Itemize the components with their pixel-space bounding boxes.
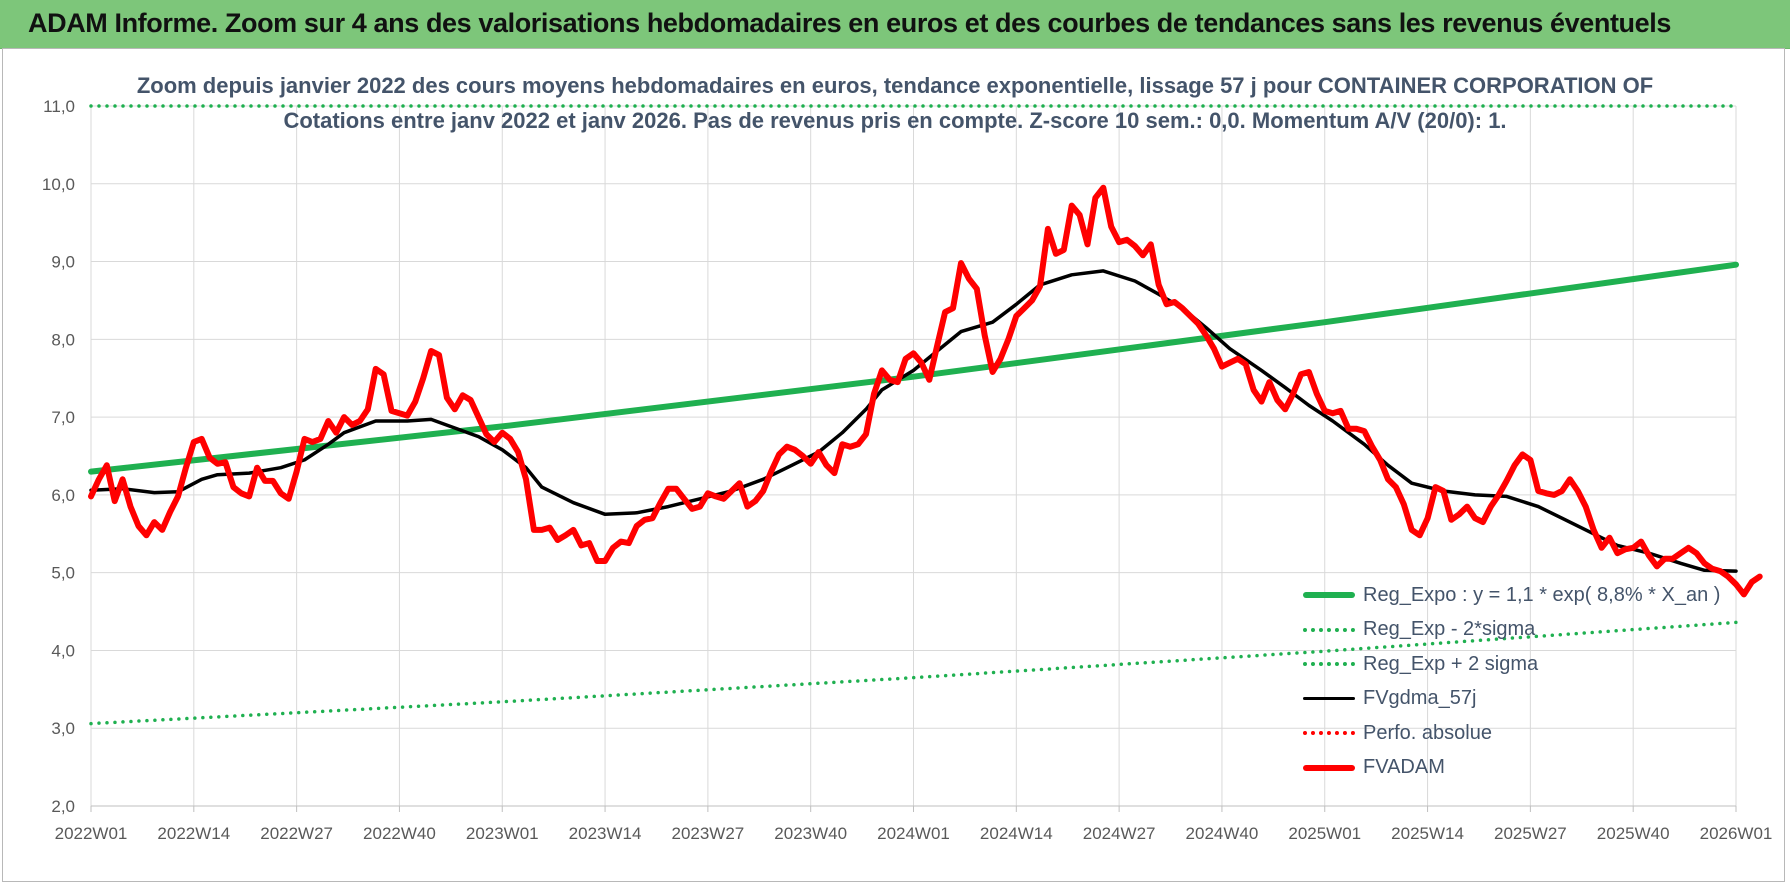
legend-label: Reg_Expo : y = 1,1 * exp( 8,8% * X_an ) bbox=[1363, 583, 1721, 606]
y-tick-label: 11,0 bbox=[43, 97, 75, 116]
x-tick-label: 2026W01 bbox=[1700, 824, 1773, 843]
legend-swatch bbox=[1303, 662, 1355, 667]
report-title: ADAM Informe. Zoom sur 4 ans des valoris… bbox=[28, 8, 1671, 38]
y-tick-label: 10,0 bbox=[42, 175, 75, 194]
chart-title-line-2: Cotations entre janv 2022 et janv 2026. … bbox=[283, 108, 1507, 133]
chart-title-line-1: Zoom depuis janvier 2022 des cours moyen… bbox=[136, 73, 1654, 98]
legend-label: FVADAM bbox=[1363, 756, 1445, 779]
chart-frame bbox=[2, 48, 1785, 882]
y-tick-label: 7,0 bbox=[51, 408, 75, 427]
legend-swatch bbox=[1303, 627, 1355, 632]
x-tick-label: 2023W01 bbox=[466, 824, 539, 843]
x-tick-label: 2025W01 bbox=[1288, 824, 1361, 843]
x-tick-label: 2024W14 bbox=[980, 824, 1053, 843]
y-tick-label: 3,0 bbox=[51, 719, 75, 738]
legend-label: FVgdma_57j bbox=[1363, 687, 1477, 710]
x-tick-label: 2022W40 bbox=[363, 824, 436, 843]
x-tick-label: 2024W01 bbox=[877, 824, 950, 843]
legend-label: Reg_Exp - 2*sigma bbox=[1363, 618, 1536, 641]
y-tick-label: 6,0 bbox=[51, 486, 75, 505]
series-line-0 bbox=[88, 261, 1739, 475]
y-tick-label: 5,0 bbox=[51, 564, 75, 583]
legend-swatch bbox=[1303, 764, 1355, 771]
y-tick-label: 9,0 bbox=[51, 253, 75, 272]
x-tick-label: 2024W27 bbox=[1083, 824, 1156, 843]
x-tick-label: 2025W27 bbox=[1494, 824, 1567, 843]
legend-swatch bbox=[1303, 731, 1355, 736]
report-banner: ADAM Informe. Zoom sur 4 ans des valoris… bbox=[0, 0, 1790, 49]
legend-item: Reg_Expo : y = 1,1 * exp( 8,8% * X_an ) bbox=[1300, 578, 1720, 613]
x-tick-label: 2025W14 bbox=[1391, 824, 1464, 843]
x-tick-label: 2022W14 bbox=[157, 824, 230, 843]
legend-item: FVgdma_57j bbox=[1300, 682, 1720, 717]
series-line-1 bbox=[89, 620, 1738, 726]
legend-item: FVADAM bbox=[1300, 751, 1720, 786]
x-tick-label: 2022W27 bbox=[260, 824, 333, 843]
x-tick-label: 2025W40 bbox=[1597, 824, 1670, 843]
x-tick-label: 2022W01 bbox=[55, 824, 128, 843]
legend-item: Reg_Exp - 2*sigma bbox=[1300, 613, 1720, 648]
legend-item: Perfo. absolue bbox=[1300, 716, 1720, 751]
series-line-5 bbox=[88, 184, 1763, 598]
legend-label: Reg_Exp + 2 sigma bbox=[1363, 652, 1539, 675]
x-tick-label: 2023W27 bbox=[671, 824, 744, 843]
x-tick-label: 2024W40 bbox=[1186, 824, 1259, 843]
x-tick-label: 2023W40 bbox=[774, 824, 847, 843]
y-tick-label: 8,0 bbox=[51, 330, 75, 349]
x-tick-label: 2023W14 bbox=[569, 824, 642, 843]
chart-legend: Reg_Expo : y = 1,1 * exp( 8,8% * X_an ) R… bbox=[1300, 578, 1720, 785]
y-tick-label: 4,0 bbox=[51, 641, 75, 660]
legend-swatch bbox=[1303, 697, 1355, 701]
y-tick-label: 2,0 bbox=[51, 797, 75, 816]
legend-item: Reg_Exp + 2 sigma bbox=[1300, 647, 1720, 682]
legend-swatch bbox=[1303, 592, 1355, 599]
legend-label: Perfo. absolue bbox=[1363, 721, 1492, 744]
